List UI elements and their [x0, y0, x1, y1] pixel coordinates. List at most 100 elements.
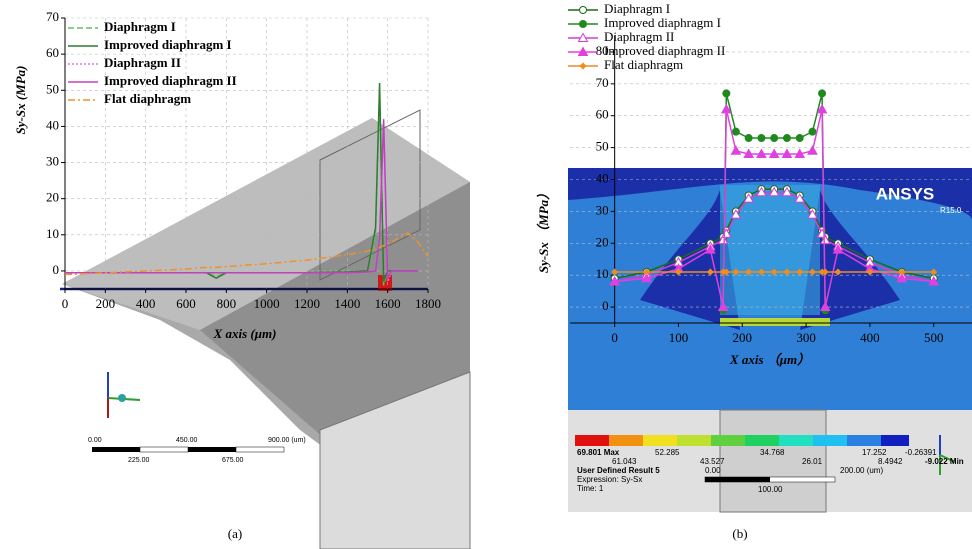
y-tick-label: 50 [596, 139, 609, 154]
y-tick-label: 20 [46, 190, 59, 205]
x-tick-label: 400 [860, 330, 880, 345]
marker [730, 145, 742, 155]
legend-label: Diaphragm I [104, 19, 176, 34]
marker [730, 209, 742, 219]
y-axis-label: Sy-Sx （MPa） [536, 187, 551, 273]
x-axis-label: X axis (μm) [213, 326, 277, 341]
marker [930, 268, 938, 276]
marker [674, 268, 682, 276]
y-tick-label: 60 [46, 45, 59, 60]
legend-label: Diaphragm II [604, 29, 674, 44]
ansys-logo: ANSYS [876, 184, 935, 203]
colorbar-label: 34.768 [760, 448, 785, 457]
x-tick-label: 500 [924, 330, 944, 345]
y-tick-label: 70 [46, 9, 59, 24]
x-tick-label: 200 [733, 330, 753, 345]
marker [808, 127, 817, 136]
y-axis-label: Sy-Sx (MPa) [13, 66, 28, 135]
panel-caption: (a) [228, 526, 242, 541]
marker [768, 186, 780, 197]
marker [609, 276, 621, 286]
result-time: Time: 1 [577, 484, 604, 493]
y-tick-label: 40 [596, 170, 609, 185]
legend-label: Flat diaphragm [604, 57, 683, 72]
colorbar-label: 17.252 [862, 448, 887, 457]
marker [731, 127, 740, 136]
colorbar-label: -0.26391 [905, 448, 937, 457]
series-line [65, 119, 418, 281]
x-tick-label: 300 [796, 330, 816, 345]
x-tick-label: 100 [669, 330, 689, 345]
legend-marker [577, 46, 589, 56]
axis-triad-a [107, 372, 141, 418]
scale-label: 900.00 (um) [268, 437, 306, 444]
scale-bar-a [92, 446, 285, 453]
marker [757, 134, 766, 143]
marker [782, 134, 791, 143]
marker [896, 272, 908, 283]
y-tick-label: 10 [46, 226, 59, 241]
marker [770, 268, 778, 276]
marker [743, 193, 755, 203]
marker [611, 268, 619, 276]
colorbar-label: -9.022 Min [925, 457, 964, 466]
y-tick-label: 70 [596, 75, 609, 90]
marker [768, 148, 780, 158]
y-tick-label: 10 [596, 266, 609, 281]
marker [866, 268, 874, 276]
colorbar-label: 26.01 [802, 457, 823, 466]
marker [834, 268, 842, 276]
marker [816, 103, 828, 114]
x-tick-label: 400 [136, 296, 156, 311]
colorbar-label: 69.801 Max [577, 448, 620, 457]
x-tick-label: 1600 [375, 296, 401, 311]
legend-marker [577, 32, 589, 42]
marker [928, 276, 940, 286]
legend-marker [579, 62, 587, 70]
y-tick-label: 50 [46, 81, 59, 96]
y-tick-label: 0 [53, 262, 60, 277]
x-tick-label: 1200 [294, 296, 320, 311]
marker [756, 186, 767, 197]
legend-label: Flat diaphragm [104, 91, 191, 106]
marker [643, 268, 651, 276]
x-tick-label: 0 [611, 330, 618, 345]
scale-label: 225.00 [128, 457, 150, 464]
marker [898, 268, 906, 276]
marker [783, 268, 791, 276]
marker [717, 301, 729, 312]
colorbar-label: 52.285 [655, 448, 680, 457]
x-tick-label: 200 [96, 296, 116, 311]
colorbar-label: 61.043 [612, 457, 637, 466]
result-name: User Defined Result 5 [577, 466, 660, 475]
panel-caption: (b) [732, 526, 747, 541]
legend-label: Diaphragm II [104, 55, 181, 70]
marker [821, 268, 829, 276]
marker [720, 103, 732, 114]
marker [732, 268, 740, 276]
marker [819, 234, 831, 245]
colorbar [575, 435, 956, 483]
marker [796, 268, 804, 276]
x-tick-label: 1000 [254, 296, 280, 311]
y-tick-label: 0 [602, 298, 609, 313]
result-expression: Expression: Sy-Sx [577, 475, 642, 484]
marker [706, 268, 714, 276]
legend-label: Improved diaphragm I [604, 15, 721, 30]
marker [722, 268, 730, 276]
legend-label: Improved diaphragm I [104, 37, 232, 52]
legend-marker [579, 6, 587, 14]
y-tick-label: 40 [46, 117, 59, 132]
marker [807, 209, 818, 219]
marker [770, 134, 779, 143]
x-tick-label: 600 [176, 296, 196, 311]
marker [818, 89, 827, 98]
model-background-b [568, 168, 972, 513]
x-tick-label: 1800 [415, 296, 441, 311]
colorbar-label: 8.4942 [878, 457, 903, 466]
marker [794, 193, 806, 203]
marker [819, 301, 831, 312]
marker [745, 268, 753, 276]
y-tick-label: 60 [596, 107, 609, 122]
scale-label: 0.00 [705, 466, 721, 475]
